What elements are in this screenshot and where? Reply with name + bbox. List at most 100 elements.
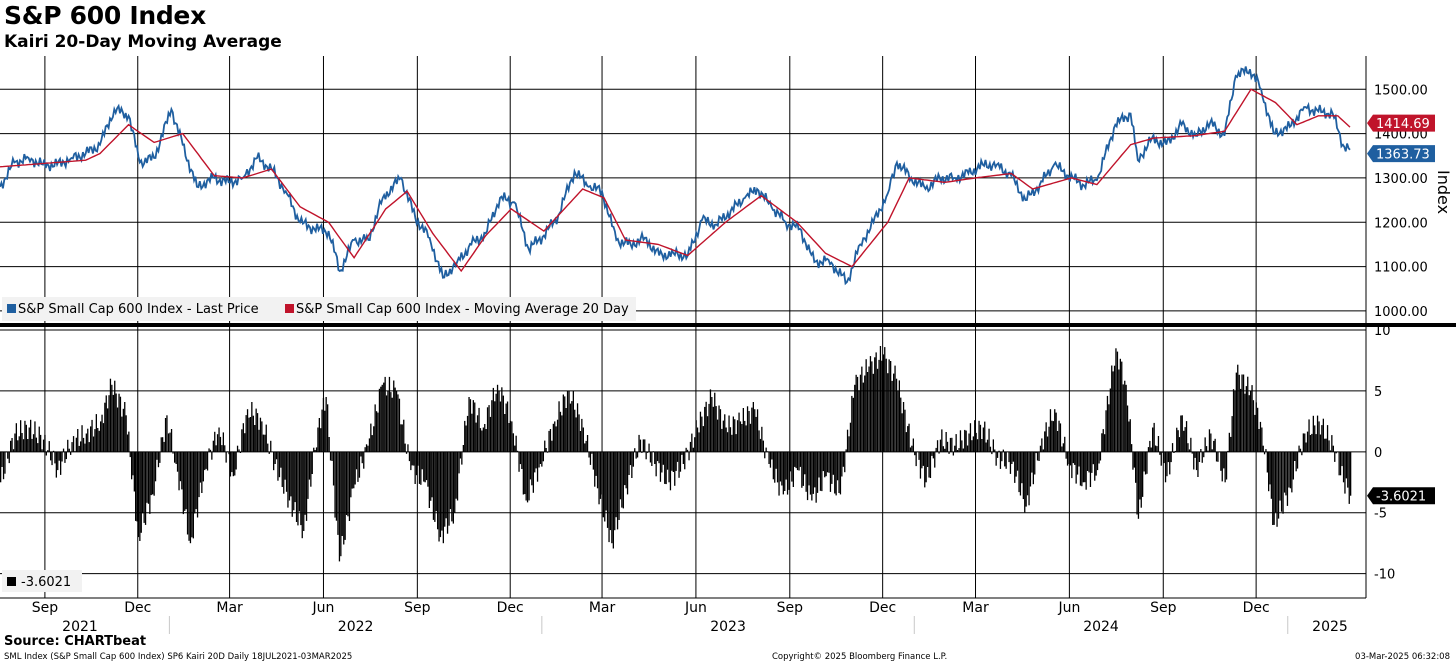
x-month-label: Mar: [962, 600, 989, 616]
kairi-bar: [1250, 390, 1252, 452]
kairi-bar: [212, 440, 214, 452]
kairi-bar: [1177, 430, 1179, 452]
kairi-bar: [872, 373, 874, 452]
kairi-bar: [888, 359, 890, 452]
kairi-bar: [1164, 451, 1167, 483]
kairi-bar: [284, 451, 286, 480]
kairi-bar: [611, 451, 613, 544]
kairi-bar: [772, 451, 774, 480]
kairi-bar: [393, 380, 395, 452]
kairi-bar: [764, 451, 766, 459]
kairi-bar: [712, 406, 714, 452]
kairi-bar: [1064, 436, 1066, 452]
kairi-bar: [464, 420, 466, 452]
kairi-bar: [337, 451, 339, 535]
kairi-bar: [702, 426, 704, 452]
kairi-bar: [170, 429, 173, 452]
kairi-bar: [381, 384, 383, 452]
kairi-bar: [317, 427, 319, 452]
kairi-bar: [390, 392, 392, 452]
kairi-bar: [942, 446, 944, 452]
kairi-bar: [1292, 451, 1294, 480]
kairi-bar: [1096, 451, 1099, 471]
kairi-bar: [360, 451, 362, 457]
kairi-bar: [1342, 451, 1345, 483]
kairi-bar: [678, 451, 680, 478]
kairi-bar: [658, 451, 660, 464]
x-month-label: Mar: [589, 600, 616, 616]
kairi-bar: [248, 417, 250, 452]
kairi-bar: [829, 451, 832, 492]
kairi-bar: [341, 451, 343, 536]
kairi-bar: [343, 451, 345, 545]
kairi-bar: [998, 450, 1000, 452]
footer-copyright: Copyright© 2025 Bloomberg Finance L.P.: [772, 652, 948, 662]
kairi-bar: [178, 451, 180, 491]
kairi-bar: [18, 436, 20, 452]
kairi-bar: [481, 430, 483, 452]
kairi-bar: [862, 382, 864, 452]
kairi-bar: [108, 395, 110, 452]
kairi-bar: [94, 429, 96, 452]
kairi-bar: [322, 397, 325, 452]
kairi-bar: [885, 358, 887, 452]
kairi-bar: [311, 451, 313, 474]
kairi-bar: [169, 432, 171, 452]
kairi-bar: [739, 421, 742, 452]
kairi-bar: [766, 451, 769, 452]
kairi-bar: [1124, 380, 1126, 452]
kairi-bar: [565, 408, 567, 452]
kairi-bar: [1348, 451, 1350, 504]
kairi-bar: [1268, 451, 1270, 492]
kairi-bar: [609, 451, 612, 531]
kairi-bar: [571, 401, 573, 452]
kairi-bar: [1058, 420, 1060, 452]
kairi-bar: [199, 451, 202, 483]
kairi-bar: [44, 434, 46, 452]
kairi-bar: [482, 427, 484, 452]
kairi-bar: [645, 451, 647, 460]
ma-last-value-bg: [1367, 114, 1435, 132]
kairi-bar: [142, 451, 144, 514]
kairi-bar: [51, 451, 53, 466]
kairi-bar: [1042, 449, 1044, 452]
kairi-bar: [792, 451, 794, 487]
kairi-bar: [475, 422, 477, 452]
kairi-bar: [715, 406, 717, 452]
kairi-bar: [582, 427, 584, 452]
kairi-bar: [876, 368, 879, 452]
kairi-bar: [972, 436, 974, 452]
kairi-bar: [978, 420, 980, 452]
kairi-bar: [410, 451, 412, 471]
kairi-bar: [4, 451, 6, 474]
kairi-bar: [1242, 374, 1245, 452]
kairi-bar: [618, 451, 620, 520]
legend-ma-swatch: [285, 304, 294, 313]
kairi-bar: [659, 451, 662, 482]
kairi-bar: [334, 451, 336, 518]
kairi-bar: [174, 451, 176, 463]
kairi-bar: [646, 451, 649, 453]
kairi-bar: [1137, 451, 1140, 519]
kairi-bar: [1069, 451, 1072, 466]
kairi-bar: [909, 447, 912, 452]
kairi-bar: [1074, 451, 1076, 465]
kairi-bar: [303, 451, 305, 531]
top-ytick-label: 1200.00: [1374, 216, 1428, 231]
kairi-bar: [559, 411, 562, 452]
kairi-bar: [569, 403, 572, 452]
kairi-bar: [1102, 429, 1104, 452]
kairi-bar: [495, 393, 497, 452]
kairi-bar: [669, 451, 672, 491]
kairi-bar: [819, 451, 822, 491]
kairi-bar: [664, 451, 666, 484]
kairi-bar: [8, 451, 10, 464]
kairi-bar: [1071, 451, 1073, 479]
kairi-bar: [784, 451, 786, 491]
kairi-bar: [131, 451, 133, 480]
kairi-bar: [526, 451, 529, 503]
kairi-bar: [97, 428, 99, 452]
kairi-bar: [1273, 451, 1275, 525]
kairi-bar: [1039, 445, 1042, 452]
kairi-bar: [728, 415, 730, 452]
